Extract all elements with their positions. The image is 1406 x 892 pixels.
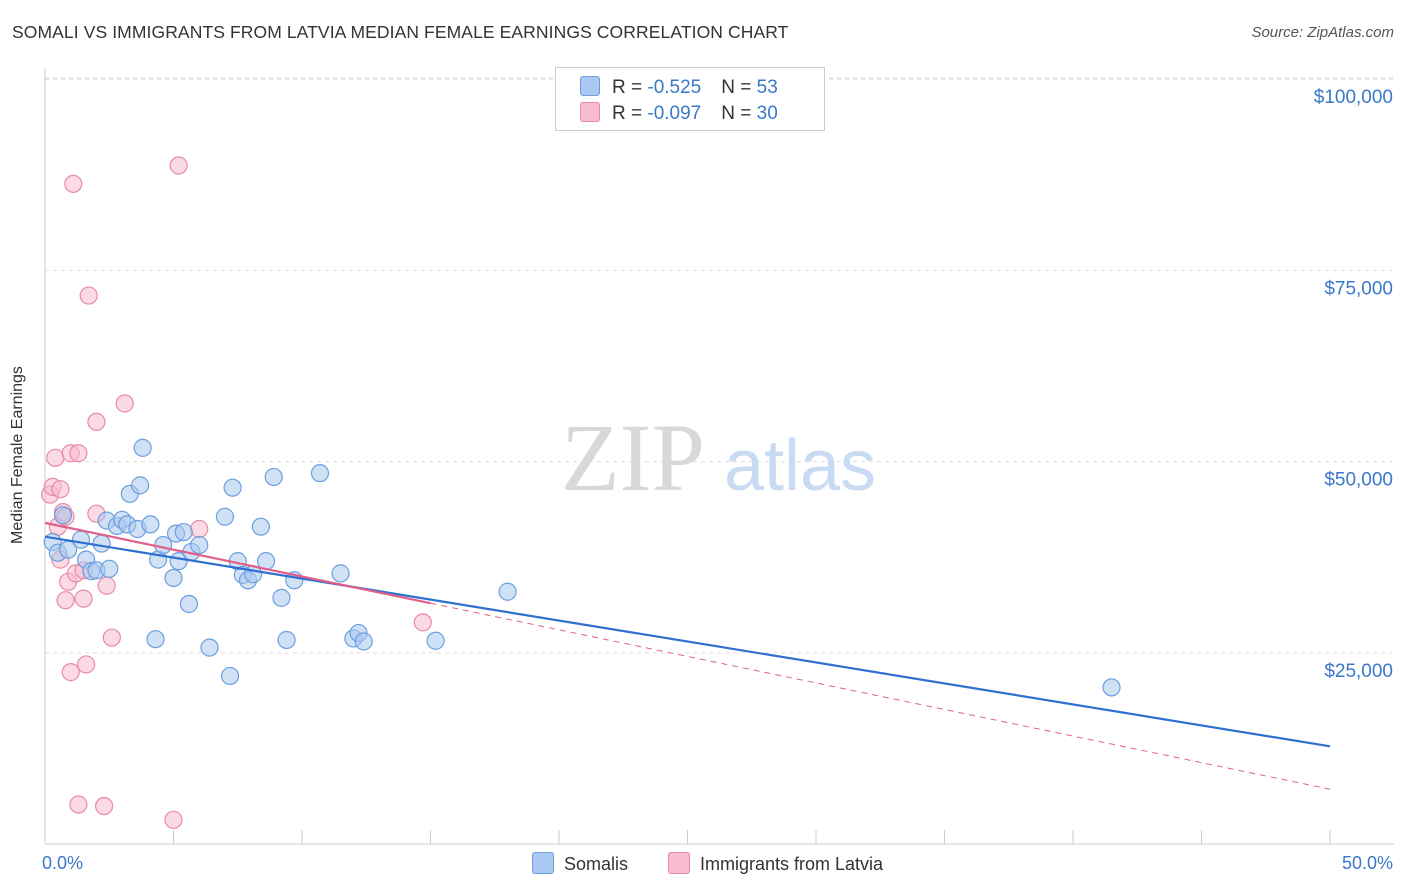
latvia-point [56, 591, 75, 610]
somali-point [146, 630, 165, 649]
legend-n-label: N = [721, 77, 757, 98]
somalis-swatch-icon [580, 76, 600, 96]
legend-label-somalis: Somalis [564, 854, 629, 874]
y-tick-label: $100,000 [1314, 87, 1393, 108]
somali-point [426, 631, 445, 650]
legend-row-somalis: R = -0.525 N = 53 [580, 76, 778, 100]
latvia-point [115, 394, 134, 413]
latvia-point [97, 576, 116, 595]
correlation-legend: R = -0.525 N = 53 R = -0.097 N = 30 [555, 67, 825, 131]
y-tick-label: $75,000 [1324, 278, 1393, 299]
y-axis-label: Median Female Earnings [9, 366, 26, 544]
legend-n-value: 30 [756, 103, 778, 124]
somali-trend-line [44, 535, 1331, 748]
latvia-swatch-icon [580, 102, 600, 122]
legend-r-value: -0.097 [647, 103, 702, 124]
watermark: ZIP atlas [561, 404, 876, 511]
latvia-point [51, 480, 70, 499]
watermark-zip: ZIP [561, 404, 705, 511]
somali-point [223, 478, 242, 497]
latvia-point [64, 174, 83, 193]
somali-point [251, 517, 270, 536]
latvia-point [69, 795, 88, 814]
legend-n-label: N = [721, 103, 757, 124]
somali-point [133, 438, 152, 457]
x-tick-label: 50.0% [1342, 853, 1393, 873]
legend-row-latvia: R = -0.097 N = 30 [580, 102, 778, 126]
y-tick-label: $50,000 [1324, 470, 1393, 491]
latvia-point [169, 156, 188, 175]
axes [44, 68, 1394, 845]
latvia-trend-line [44, 521, 431, 605]
somali-point [200, 638, 219, 657]
latvia-point [95, 796, 114, 816]
latvia-trend-extension [430, 602, 1331, 790]
somali-point [190, 535, 209, 555]
latvia-point [413, 613, 432, 632]
latvia-point [61, 663, 80, 682]
somali-point [1102, 678, 1121, 697]
somali-point [130, 476, 150, 495]
latvia-point [164, 810, 183, 829]
somali-point [277, 630, 296, 650]
legend-label-latvia: Immigrants from Latvia [700, 854, 884, 874]
legend-r-label: R = [612, 77, 648, 98]
latvia-point [87, 412, 106, 431]
tick-labels: $25,000 $50,000 $75,000 $100,000 0.0% 50.0% [42, 87, 1393, 873]
trend-lines [44, 521, 1331, 790]
somali-point [498, 582, 517, 601]
watermark-atlas: atlas [724, 426, 876, 506]
somali-point [71, 530, 91, 549]
somali-point [331, 564, 350, 583]
chart-title: SOMALI VS IMMIGRANTS FROM LATVIA MEDIAN … [12, 22, 789, 42]
somali-point [164, 568, 183, 588]
somali-point [354, 632, 373, 651]
somali-point [310, 464, 330, 483]
legend-r-label: R = [612, 103, 648, 124]
chart-source: Source: ZipAtlas.com [1251, 24, 1394, 41]
somali-point [174, 522, 193, 542]
latvia-point [77, 655, 96, 674]
somali-point [264, 467, 283, 487]
latvia-point [190, 519, 209, 539]
somali-point [92, 534, 111, 553]
legend-r-value: -0.525 [647, 77, 702, 98]
legend-n-value: 53 [756, 77, 778, 98]
latvia-point [46, 448, 65, 467]
latvia-point [79, 286, 98, 305]
somali-point [100, 559, 119, 578]
x-tick-label: 0.0% [42, 853, 83, 873]
legend-item-somalis[interactable]: Somalis [532, 852, 628, 875]
y-tick-label: $25,000 [1324, 661, 1393, 682]
latvia-point [74, 589, 93, 608]
somali-point [179, 594, 199, 614]
latvia-point [102, 628, 121, 647]
somali-point [220, 666, 240, 686]
series-legend: Somalis Immigrants from Latvia [0, 852, 1406, 878]
somali-point [53, 506, 73, 525]
somalis-legend-icon [532, 852, 554, 874]
somali-point [272, 588, 291, 607]
somali-point [141, 515, 160, 534]
latvia-legend-icon [668, 852, 690, 874]
legend-item-latvia[interactable]: Immigrants from Latvia [668, 852, 883, 875]
latvia-point [69, 444, 88, 463]
somali-point [215, 507, 234, 526]
gridlines [45, 77, 1394, 654]
